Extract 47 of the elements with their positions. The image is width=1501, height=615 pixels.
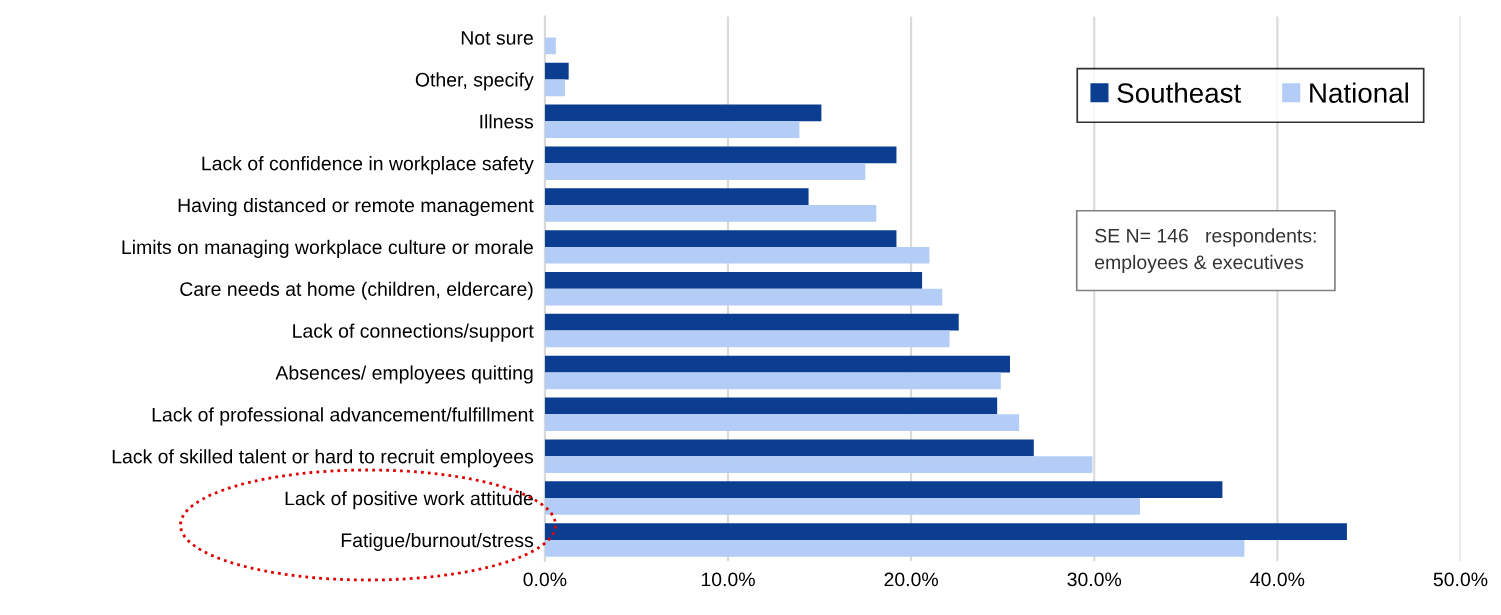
y-tick-label: Lack of skilled talent or hard to recruit employees: [112, 449, 534, 468]
bar: [544, 397, 998, 415]
bar: [544, 481, 1223, 499]
bar: [544, 146, 897, 164]
y-tick-label: Absences/ employees quitting: [275, 365, 533, 384]
y-tick-label: Lack of positive work attitude: [285, 491, 533, 510]
bar: [544, 372, 1001, 390]
bar: [544, 104, 822, 122]
x-tick-label: 10.0%: [701, 572, 755, 587]
annotation: SE N= 146 respondents: employees & executives: [1095, 228, 1316, 273]
bar: [544, 62, 569, 80]
bar: [544, 246, 930, 264]
y-tick-label: Other, specify: [415, 72, 534, 91]
bar: [544, 188, 809, 206]
x-tick-label: 0.0%: [523, 572, 567, 587]
legend-label: National: [1310, 82, 1408, 103]
bar: [544, 456, 1093, 473]
bar: [544, 414, 1020, 432]
y-tick-label: Lack of confidence in workplace safety: [202, 156, 534, 175]
bar: [544, 272, 923, 289]
y-tick-label: Illness: [480, 114, 534, 129]
x-tick-label: 30.0%: [1067, 572, 1122, 587]
bar: [544, 313, 959, 331]
bar: [544, 79, 566, 97]
bar: [544, 121, 800, 139]
bar: [544, 330, 950, 348]
bar: [544, 37, 556, 55]
legend-label: Southeast: [1117, 82, 1242, 103]
y-tick-label: Lack of connections/support: [293, 323, 534, 342]
bar: [544, 205, 877, 222]
y-tick-label: Fatigue/burnout/stress: [341, 532, 534, 552]
y-tick-label: Not sure: [461, 31, 533, 45]
bar: [544, 355, 1010, 373]
bar: [544, 539, 1245, 557]
bar: [544, 288, 943, 306]
y-tick-label: Limits on managing workplace culture or morale: [122, 239, 533, 258]
y-tick-label: Having distanced or remote management: [178, 197, 534, 217]
bar: [544, 230, 897, 247]
y-tick-label: Care needs at home (children, eldercare): [180, 281, 533, 300]
bar: [544, 523, 1347, 540]
x-tick-label: 50.0%: [1433, 572, 1488, 587]
bar: [544, 498, 1141, 515]
bar: [544, 163, 866, 180]
x-tick-label: 20.0%: [884, 572, 938, 587]
x-tick-label: 40.0%: [1250, 572, 1305, 587]
y-tick-label: Lack of professional advancement/fulfillment: [152, 407, 534, 426]
bar: [544, 439, 1034, 457]
